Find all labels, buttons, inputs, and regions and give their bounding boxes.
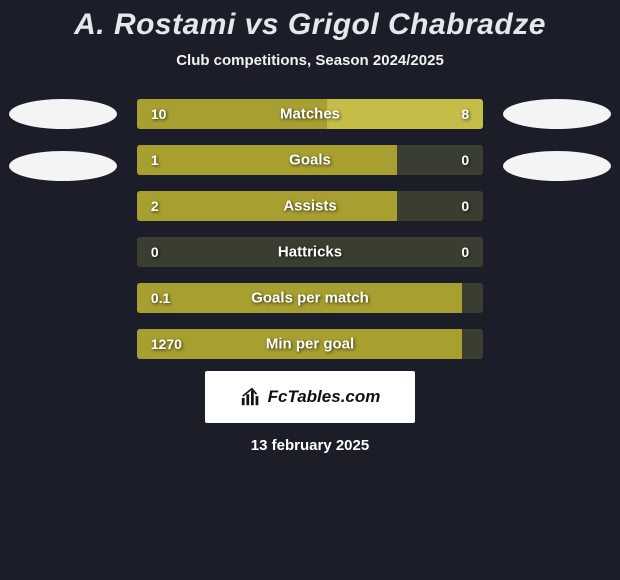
stat-value-left: 2 [151,198,159,214]
stat-row: Hattricks 0 0 [137,237,483,267]
stat-value-right: 8 [461,106,469,122]
stat-row: Assists 2 0 [137,191,483,221]
stat-bar-left [137,191,397,221]
stat-row: Min per goal 1270 [137,329,483,359]
page-title: A. Rostami vs Grigol Chabradze [0,8,620,42]
stat-value-left: 1270 [151,336,182,352]
stat-row: Goals 1 0 [137,145,483,175]
stat-label: Matches [280,106,340,123]
brand-badge: FcTables.com [205,371,415,423]
stat-value-right: 0 [461,152,469,168]
stat-label: Hattricks [278,244,342,261]
stat-row: Goals per match 0.1 [137,283,483,313]
date-label: 13 february 2025 [0,437,620,454]
comparison-card: A. Rostami vs Grigol Chabradze Club comp… [0,0,620,454]
stat-bars: Matches108Goals10Assists20Hattricks00Goa… [137,99,483,359]
chart-area: Matches108Goals10Assists20Hattricks00Goa… [0,99,620,359]
left-player-ellipse-2 [9,151,117,181]
stat-value-left: 10 [151,106,167,122]
left-player-ellipse-1 [9,99,117,129]
chart-icon [240,386,262,408]
stat-bar-left [137,145,397,175]
subtitle: Club competitions, Season 2024/2025 [0,52,620,69]
left-player-col [8,99,119,181]
stat-value-right: 0 [461,198,469,214]
stat-label: Goals [289,152,331,169]
right-player-ellipse-1 [503,99,611,129]
right-player-ellipse-2 [503,151,611,181]
stat-row: Matches 10 8 [137,99,483,129]
stat-label: Min per goal [266,336,354,353]
stat-value-right: 0 [461,244,469,260]
brand-text: FcTables.com [268,387,381,407]
stat-bar-right [327,99,483,129]
stat-value-left: 0 [151,244,159,260]
right-player-col [501,99,612,181]
stat-value-left: 1 [151,152,159,168]
stat-label: Goals per match [251,290,369,307]
stat-value-left: 0.1 [151,290,170,306]
stat-label: Assists [283,198,336,215]
